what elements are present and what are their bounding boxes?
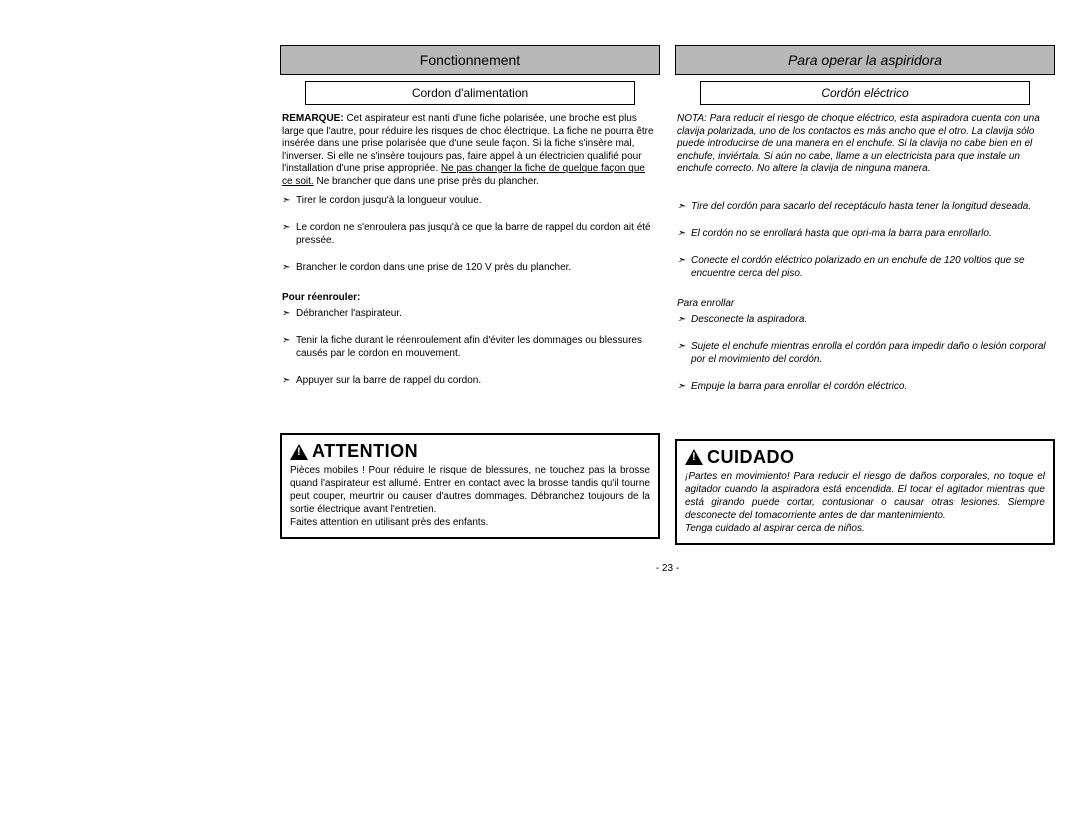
french-sub2: Pour réenrouler: — [282, 292, 660, 303]
french-subheader: Cordon d'alimentation — [305, 81, 635, 105]
french-note: REMARQUE: Cet aspirateur est nanti d'une… — [280, 113, 660, 194]
warning-body-2: Tenga cuidado al aspirar cerca de niños. — [685, 522, 1045, 535]
bullet-icon: ➣ — [282, 307, 296, 320]
french-bullets-a: ➣Tirer le cordon jusqu'à la longueur vou… — [280, 194, 660, 288]
list-item: ➣Sujete el enchufe mientras enrolla el c… — [677, 340, 1053, 366]
bullet-text: Tenir la fiche durant le réenroulement a… — [296, 334, 658, 360]
warning-title: ATTENTION — [312, 441, 418, 462]
bullet-icon: ➣ — [677, 340, 691, 366]
bullet-icon: ➣ — [282, 334, 296, 360]
list-item: ➣Brancher le cordon dans une prise de 12… — [282, 261, 658, 274]
manual-page: Fonctionnement Cordon d'alimentation REM… — [280, 45, 1055, 574]
bullet-icon: ➣ — [677, 380, 691, 393]
bullet-icon: ➣ — [282, 194, 296, 207]
note-text-2: Ne brancher que dans une prise près du p… — [314, 176, 539, 187]
page-number: - 23 - — [280, 563, 1055, 574]
warning-icon — [685, 449, 703, 465]
bullet-text: Brancher le cordon dans une prise de 120… — [296, 261, 658, 274]
list-item: ➣Empuje la barra para enrollar el cordón… — [677, 380, 1053, 393]
spacer — [675, 182, 1055, 200]
bullet-icon: ➣ — [282, 261, 296, 274]
french-header: Fonctionnement — [280, 45, 660, 75]
bullet-text: Tire del cordón para sacarlo del receptá… — [691, 200, 1053, 213]
bullet-text: Sujete el enchufe mientras enrolla el co… — [691, 340, 1053, 366]
two-column-layout: Fonctionnement Cordon d'alimentation REM… — [280, 45, 1055, 545]
list-item: ➣Tire del cordón para sacarlo del recept… — [677, 200, 1053, 213]
spanish-column: Para operar la aspiridora Cordón eléctri… — [675, 45, 1055, 545]
bullet-icon: ➣ — [677, 227, 691, 240]
spanish-bullets-b: ➣Desconecte la aspiradora. ➣Sujete el en… — [675, 313, 1055, 407]
bullet-text: El cordón no se enrollará hasta que opri… — [691, 227, 1053, 240]
french-warning-box: ATTENTION Pièces mobiles ! Pour réduire … — [280, 433, 660, 539]
list-item: ➣Tirer le cordon jusqu'à la longueur vou… — [282, 194, 658, 207]
list-item: ➣El cordón no se enrollará hasta que opr… — [677, 227, 1053, 240]
warning-icon — [290, 444, 308, 460]
note-label: REMARQUE: — [282, 113, 344, 124]
bullet-text: Tirer le cordon jusqu'à la longueur voul… — [296, 194, 658, 207]
warning-title: CUIDADO — [707, 447, 795, 468]
bullet-icon: ➣ — [677, 313, 691, 326]
warning-header: CUIDADO — [685, 447, 1045, 468]
bullet-icon: ➣ — [677, 254, 691, 280]
warning-header: ATTENTION — [290, 441, 650, 462]
french-bullets-b: ➣Débrancher l'aspirateur. ➣Tenir la fich… — [280, 307, 660, 401]
spanish-header: Para operar la aspiridora — [675, 45, 1055, 75]
list-item: ➣Débrancher l'aspirateur. — [282, 307, 658, 320]
warning-body: Pièces mobiles ! Pour réduire le risque … — [290, 464, 650, 516]
bullet-text: Le cordon ne s'enroulera pas jusqu'à ce … — [296, 221, 658, 247]
list-item: ➣Tenir la fiche durant le réenroulement … — [282, 334, 658, 360]
bullet-icon: ➣ — [677, 200, 691, 213]
bullet-icon: ➣ — [282, 221, 296, 247]
spanish-note: NOTA: Para reducir el riesgo de choque e… — [675, 113, 1055, 182]
spanish-sub2: Para enrollar — [677, 298, 1055, 309]
french-column: Fonctionnement Cordon d'alimentation REM… — [280, 45, 660, 545]
list-item: ➣Appuyer sur la barre de rappel du cordo… — [282, 374, 658, 387]
bullet-text: Appuyer sur la barre de rappel du cordon… — [296, 374, 658, 387]
bullet-text: Débrancher l'aspirateur. — [296, 307, 658, 320]
warning-body-2: Faites attention en utilisant près des e… — [290, 516, 650, 529]
bullet-text: Desconecte la aspiradora. — [691, 313, 1053, 326]
warning-body: ¡Partes en movimiento! Para reducir el r… — [685, 470, 1045, 522]
spanish-bullets-a: ➣Tire del cordón para sacarlo del recept… — [675, 200, 1055, 294]
list-item: ➣Conecte el cordón eléctrico polarizado … — [677, 254, 1053, 280]
spanish-subheader: Cordón eléctrico — [700, 81, 1030, 105]
spanish-warning-box: CUIDADO ¡Partes en movimiento! Para redu… — [675, 439, 1055, 545]
bullet-icon: ➣ — [282, 374, 296, 387]
bullet-text: Conecte el cordón eléctrico polarizado e… — [691, 254, 1053, 280]
list-item: ➣Le cordon ne s'enroulera pas jusqu'à ce… — [282, 221, 658, 247]
bullet-text: Empuje la barra para enrollar el cordón … — [691, 380, 1053, 393]
list-item: ➣Desconecte la aspiradora. — [677, 313, 1053, 326]
